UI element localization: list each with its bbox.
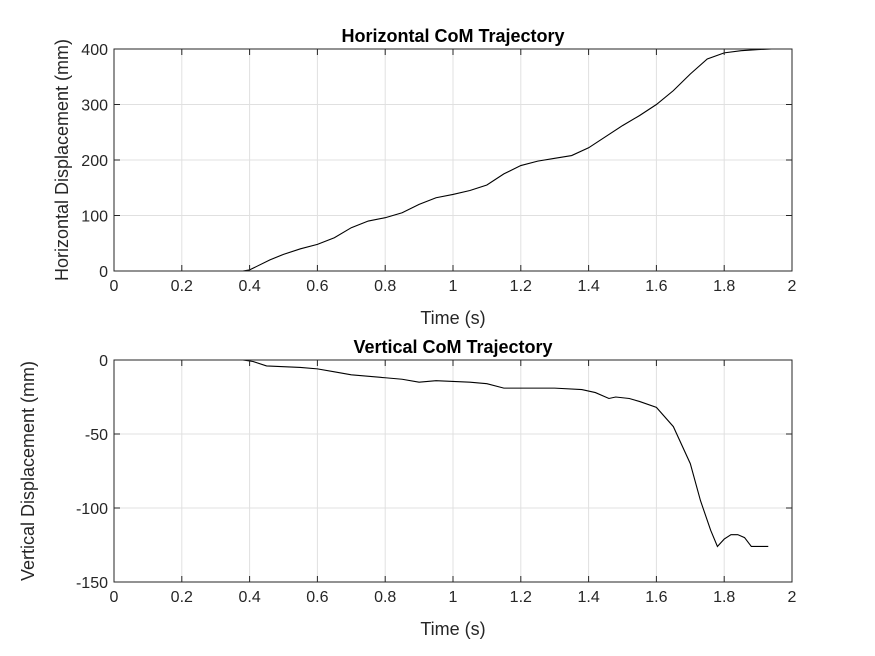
- chart-1-x-tick-label-7: 1.4: [577, 589, 599, 606]
- chart-1-x-axis-label: Time (s): [420, 619, 485, 639]
- chart-0-x-tick-label-0: 0: [110, 278, 119, 295]
- chart-0-x-tick-label-3: 0.6: [306, 278, 328, 295]
- chart-0-title: Horizontal CoM Trajectory: [341, 26, 564, 46]
- chart-0-x-tick-label-6: 1.2: [510, 278, 532, 295]
- chart-0-x-tick-label-1: 0.2: [171, 278, 193, 295]
- chart-1-x-tick-label-1: 0.2: [171, 589, 193, 606]
- chart-1-y-axis-label: Vertical Displacement (mm): [18, 361, 38, 581]
- chart-0-x-axis-label: Time (s): [420, 308, 485, 328]
- chart-1-series-line-0: [114, 359, 769, 548]
- chart-1-y-tick-label-3: 0: [99, 353, 108, 370]
- chart-0-x-tick-label-4: 0.8: [374, 278, 396, 295]
- chart-0-series-line-0: [114, 48, 772, 272]
- chart-0-y-tick-label-2: 200: [81, 153, 108, 170]
- chart-0-y-tick-label-0: 0: [99, 264, 108, 281]
- chart-1-title: Vertical CoM Trajectory: [353, 337, 552, 357]
- chart-1-x-tick-label-5: 1: [449, 589, 458, 606]
- chart-1-x-tick-label-2: 0.4: [238, 589, 260, 606]
- chart-1-x-tick-label-6: 1.2: [510, 589, 532, 606]
- chart-0-x-tick-label-9: 1.8: [713, 278, 735, 295]
- chart-0-x-tick-label-2: 0.4: [238, 278, 260, 295]
- chart-1-x-tick-label-10: 2: [788, 589, 797, 606]
- chart-1-x-tick-label-4: 0.8: [374, 589, 396, 606]
- chart-0-y-tick-label-4: 400: [81, 42, 108, 59]
- chart-0-y-axis-label: Horizontal Displacement (mm): [52, 39, 72, 281]
- chart-1-y-tick-label-1: -100: [76, 501, 108, 518]
- chart-1-x-tick-label-9: 1.8: [713, 589, 735, 606]
- chart-0-x-tick-label-8: 1.6: [645, 278, 667, 295]
- chart-1-y-tick-label-0: -150: [76, 575, 108, 592]
- chart-0-x-tick-label-5: 1: [449, 278, 458, 295]
- chart-1-x-tick-label-3: 0.6: [306, 589, 328, 606]
- chart-0-y-tick-label-1: 100: [81, 209, 108, 226]
- chart-0-x-tick-label-7: 1.4: [577, 278, 599, 295]
- chart-1-x-tick-label-0: 0: [110, 589, 119, 606]
- chart-1-y-tick-label-2: -50: [85, 427, 108, 444]
- horizontal-trajectory-subplot: 0 0.2 0.4 0.6 0.8 1 1.2 1.4 1.6 1.8 2 0 100 200 300 400…: [52, 26, 797, 328]
- vertical-trajectory-subplot: 0 0.2 0.4 0.6 0.8 1 1.2 1.4 1.6 1.8 2 -150 -100 -50 0 V…: [18, 337, 797, 639]
- chart-0-y-tick-label-3: 300: [81, 98, 108, 115]
- chart-0-x-tick-label-10: 2: [788, 278, 797, 295]
- chart-1-x-tick-label-8: 1.6: [645, 589, 667, 606]
